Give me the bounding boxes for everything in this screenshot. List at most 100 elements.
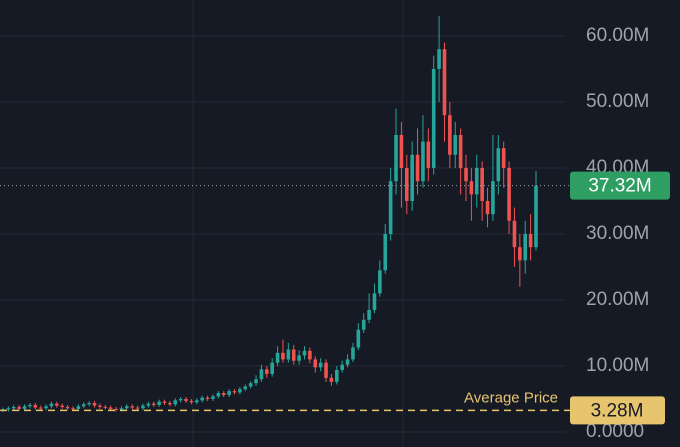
- candle-body: [496, 148, 501, 182]
- y-tick-label: 10.00M: [586, 355, 649, 376]
- candle-body: [318, 362, 323, 368]
- candle-body: [119, 408, 124, 410]
- candle-body: [103, 406, 108, 408]
- candle-body: [302, 350, 307, 356]
- candle-body: [528, 233, 533, 248]
- candle-body: [308, 350, 312, 360]
- candle-body: [356, 329, 361, 348]
- candle-body: [340, 364, 344, 370]
- candle-body: [458, 134, 463, 168]
- candle-body: [135, 407, 140, 409]
- candle-body: [28, 404, 32, 407]
- candle-body: [168, 402, 172, 405]
- candle-body: [345, 359, 350, 365]
- candle-body: [453, 134, 458, 155]
- candle-body: [512, 220, 517, 248]
- y-tick-label: 0.0000: [586, 421, 644, 442]
- candle-body: [334, 369, 339, 382]
- candle-body: [507, 167, 511, 221]
- candle-body: [243, 386, 248, 390]
- candle-body: [501, 148, 506, 168]
- candle-body: [38, 407, 43, 409]
- candle-body: [65, 406, 70, 409]
- candle-body: [200, 397, 205, 401]
- candle-body: [448, 115, 452, 155]
- candle-body: [523, 233, 528, 261]
- candle-body: [291, 349, 296, 361]
- candle-body: [313, 359, 318, 368]
- candle-body: [216, 393, 221, 397]
- candle-body: [141, 405, 145, 409]
- candle-body: [388, 181, 393, 234]
- candle-body: [404, 167, 409, 201]
- y-tick-label: 30.00M: [586, 223, 649, 244]
- y-tick-label: 50.00M: [586, 91, 649, 112]
- candle-body: [378, 270, 382, 294]
- y-tick-label: 20.00M: [586, 289, 649, 310]
- candle-body: [254, 379, 258, 384]
- candle-body: [485, 200, 490, 215]
- candle-body: [361, 319, 366, 330]
- average-price-name: Average Price: [464, 389, 558, 406]
- candle-body: [265, 369, 269, 374]
- candle-body: [426, 141, 431, 168]
- candle-body: [437, 49, 441, 69]
- candle-body: [76, 406, 81, 409]
- candle-body: [248, 383, 253, 387]
- candle-body: [87, 402, 91, 405]
- candle-body: [184, 399, 188, 401]
- candle-body: [125, 406, 129, 409]
- candle-body: [114, 408, 118, 410]
- candle-body: [399, 134, 404, 168]
- candle-body: [431, 68, 436, 168]
- candle-body: [60, 405, 65, 407]
- candle-body: [275, 352, 280, 363]
- candle-body: [480, 167, 484, 201]
- candle-body: [410, 154, 414, 201]
- candle-body: [464, 167, 468, 182]
- candle-body: [108, 407, 113, 409]
- candle-body: [367, 309, 371, 320]
- candle-body: [324, 362, 328, 378]
- candle-body: [415, 154, 420, 182]
- candle-body: [130, 406, 135, 408]
- candle-body: [270, 362, 274, 374]
- candle-body: [329, 377, 334, 382]
- candle-body: [394, 134, 398, 182]
- candle-body: [173, 400, 178, 405]
- candle-body: [474, 167, 479, 195]
- candle-body: [17, 406, 21, 409]
- candle-body: [259, 369, 264, 380]
- candle-body: [22, 406, 27, 409]
- average-price-badge: [570, 396, 665, 425]
- candle-body: [286, 349, 291, 360]
- candle-body: [178, 399, 183, 401]
- last-price-badge: [570, 171, 670, 200]
- candle-body: [238, 389, 242, 393]
- candle-body: [205, 397, 210, 400]
- candle-body: [55, 403, 59, 406]
- average-price-label: 3.28M: [591, 400, 644, 421]
- candle-body: [49, 403, 54, 407]
- candle-body: [151, 403, 156, 405]
- candle-body: [157, 401, 161, 405]
- candle-body: [221, 393, 226, 396]
- candle-body: [211, 396, 215, 400]
- candle-body: [11, 406, 16, 409]
- candle-body: [351, 347, 355, 360]
- candle-body: [227, 391, 231, 396]
- candle-body: [98, 405, 102, 407]
- candle-body: [44, 406, 48, 409]
- candle-body: [372, 293, 377, 310]
- candle-body: [442, 49, 447, 116]
- candle-body: [33, 404, 38, 408]
- candle-body: [469, 181, 474, 195]
- candle-body: [232, 391, 237, 393]
- y-tick-label: 60.00M: [586, 25, 649, 46]
- candle-body: [195, 400, 199, 403]
- candle-body: [383, 233, 388, 271]
- candle-body: [281, 352, 285, 360]
- candle-body: [81, 404, 86, 407]
